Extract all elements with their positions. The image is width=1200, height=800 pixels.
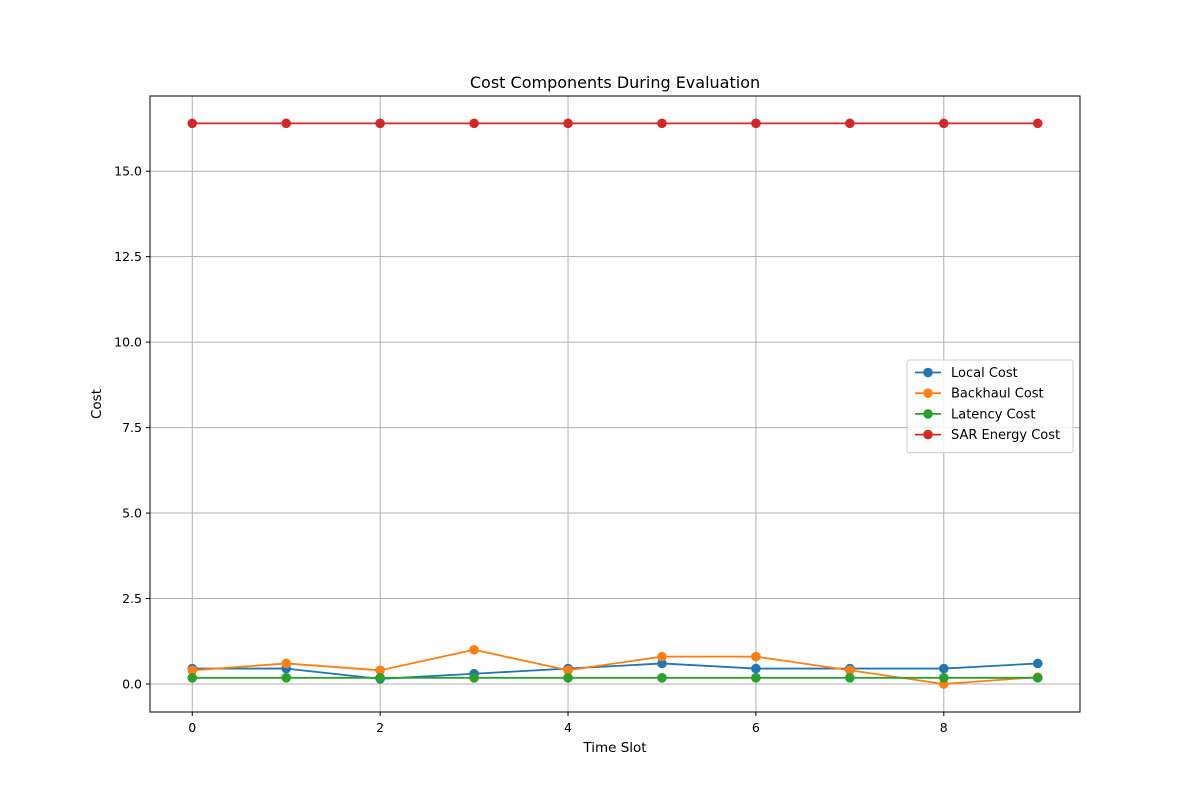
data-point xyxy=(187,673,198,683)
x-tick-label: 2 xyxy=(376,720,384,735)
y-tick-label: 7.5 xyxy=(122,420,142,435)
legend-marker xyxy=(923,388,933,399)
legend-label: SAR Energy Cost xyxy=(951,428,1060,443)
y-tick-label: 10.0 xyxy=(114,335,142,350)
data-point xyxy=(281,118,292,129)
data-point xyxy=(281,658,292,669)
x-tick-label: 8 xyxy=(940,720,948,735)
legend-item: Backhaul Cost xyxy=(915,387,1044,402)
y-tick-label: 2.5 xyxy=(122,591,142,606)
legend-item: SAR Energy Cost xyxy=(915,428,1060,443)
data-point xyxy=(938,118,949,129)
data-point xyxy=(751,118,761,129)
series-line xyxy=(192,662,1038,680)
y-tick-label: 12.5 xyxy=(114,249,142,264)
data-point xyxy=(1032,673,1043,683)
data-point xyxy=(657,673,667,683)
series-3 xyxy=(187,118,1043,129)
plot-frame xyxy=(149,95,1081,713)
data-point xyxy=(469,644,479,655)
x-tick-label: 0 xyxy=(188,720,196,735)
y-tick-label: 0.0 xyxy=(122,676,142,691)
data-point xyxy=(469,673,479,683)
legend-marker xyxy=(923,367,933,378)
data-point xyxy=(938,673,949,683)
legend-box xyxy=(906,359,1074,454)
chart-title: Cost Components During Evaluation xyxy=(470,73,760,92)
data-point xyxy=(1032,658,1043,669)
data-point xyxy=(938,663,949,674)
data-point xyxy=(657,658,667,669)
y-tick-label: 15.0 xyxy=(114,164,142,179)
data-point xyxy=(563,118,573,129)
data-point xyxy=(469,118,479,129)
y-axis-ticks: 0.0 2.5 5.0 7.5 10.0 12.5 15.0 xyxy=(114,164,150,691)
data-point xyxy=(375,118,385,129)
data-point xyxy=(187,665,198,676)
data-point xyxy=(1032,118,1043,129)
legend-item: Latency Cost xyxy=(915,407,1035,422)
legend: Local Cost Backhaul Cost Latency Cost SAR E… xyxy=(906,359,1074,454)
data-point xyxy=(845,665,855,676)
data-point xyxy=(657,118,667,129)
x-tick-label: 4 xyxy=(564,720,572,735)
data-point xyxy=(375,673,385,683)
legend-label: Backhaul Cost xyxy=(951,387,1044,402)
data-point xyxy=(187,118,198,129)
data-point xyxy=(845,118,855,129)
legend-label: Latency Cost xyxy=(951,407,1035,422)
data-point xyxy=(751,651,761,662)
x-tick-label: 6 xyxy=(752,720,760,735)
legend-item: Local Cost xyxy=(915,366,1018,381)
series-2 xyxy=(187,673,1043,683)
data-point xyxy=(751,663,761,674)
data-point xyxy=(375,665,385,676)
y-axis-label: Cost xyxy=(89,389,105,419)
data-point xyxy=(657,651,667,662)
data-point xyxy=(845,673,855,683)
data-point xyxy=(563,665,573,676)
data-point xyxy=(563,673,573,683)
data-point xyxy=(281,673,292,683)
x-axis-label: Time Slot xyxy=(582,740,646,756)
y-tick-label: 5.0 xyxy=(122,506,142,521)
legend-marker xyxy=(923,429,933,440)
series-layer xyxy=(187,118,1043,689)
legend-marker xyxy=(923,409,933,419)
legend-label: Local Cost xyxy=(951,366,1018,381)
x-axis-ticks: 0 2 4 6 8 xyxy=(188,712,948,735)
data-point xyxy=(751,673,761,683)
